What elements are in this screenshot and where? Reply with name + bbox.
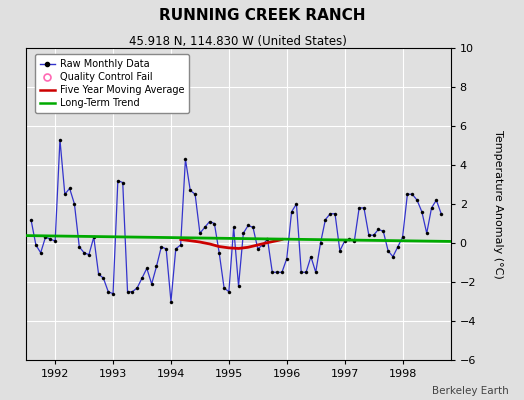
- Text: RUNNING CREEK RANCH: RUNNING CREEK RANCH: [159, 8, 365, 23]
- Y-axis label: Temperature Anomaly (°C): Temperature Anomaly (°C): [493, 130, 503, 278]
- Title: 45.918 N, 114.830 W (United States): 45.918 N, 114.830 W (United States): [129, 35, 347, 48]
- Legend: Raw Monthly Data, Quality Control Fail, Five Year Moving Average, Long-Term Tren: Raw Monthly Data, Quality Control Fail, …: [35, 54, 189, 113]
- Text: Berkeley Earth: Berkeley Earth: [432, 386, 508, 396]
